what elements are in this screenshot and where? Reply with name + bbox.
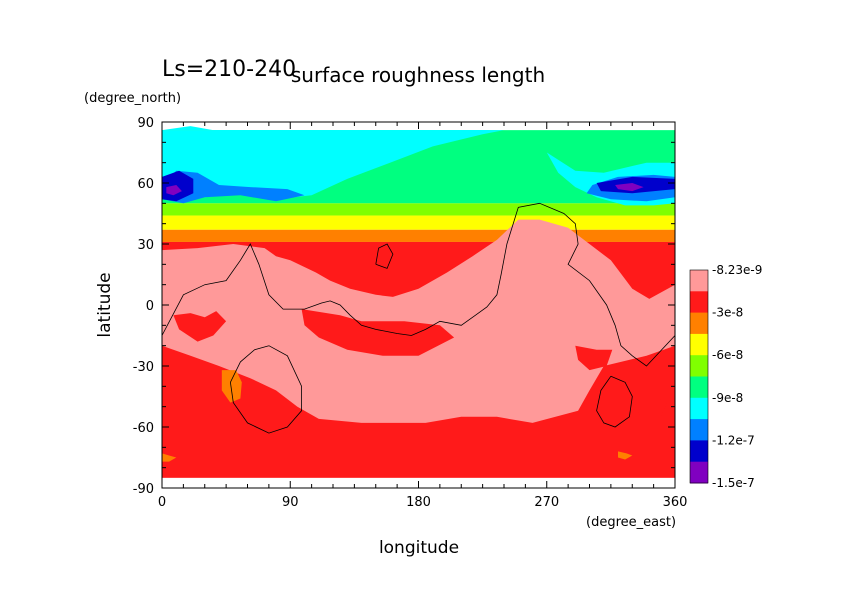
y-tick-label: 60 — [137, 177, 154, 192]
heatmap-region-9 — [162, 219, 675, 423]
y-tick-label: -60 — [133, 421, 154, 436]
heatmap-region-15 — [162, 453, 177, 462]
colorbar-swatch-5 — [690, 376, 708, 399]
heatmap-region-13 — [632, 396, 668, 417]
heatmap-region-7 — [166, 185, 182, 196]
heatmap-band-1 — [162, 203, 675, 216]
y-units-label: (degree_north) — [84, 91, 181, 106]
x-tick-label: 270 — [534, 495, 559, 510]
y-tick-label: 90 — [137, 116, 154, 131]
chart-title: surface roughness length — [291, 63, 545, 87]
coastline-contours — [162, 202, 675, 434]
colorbar-swatch-0 — [690, 270, 708, 292]
colorbar-swatch-7 — [690, 419, 708, 441]
y-tick-label: -30 — [133, 360, 154, 375]
colorbar-label: -8.23e-9 — [712, 263, 762, 277]
heatmap-region-16 — [618, 451, 633, 460]
colorbar-legend: -8.23e-9 -3e-8 -6e-8 -9e-8 -1.2e-7 -1.5e-7 — [689, 263, 762, 490]
y-tick-label: 30 — [137, 238, 154, 253]
x-tick-label: 0 — [158, 495, 166, 510]
heatmap-region-12 — [575, 345, 613, 371]
colorbar-label: -6e-8 — [712, 348, 743, 362]
heatmap-band-3 — [162, 229, 675, 242]
heatmap-region-3 — [162, 170, 305, 204]
contour-line-0 — [162, 202, 675, 367]
contour-line-3 — [596, 375, 633, 428]
heatmap-band-2 — [162, 215, 675, 230]
x-tick-label: 90 — [282, 495, 299, 510]
heatmap-region-10 — [173, 311, 227, 342]
colorbar-label: -1.2e-7 — [712, 433, 755, 447]
x-tick-label: 360 — [663, 495, 688, 510]
colorbar-label: -9e-8 — [712, 391, 743, 405]
chart-subtitle: Ls=210-240 — [162, 57, 296, 82]
heatmap-region-8 — [615, 183, 644, 192]
colorbar-swatch-9 — [690, 461, 708, 484]
colorbar-swatch-1 — [690, 291, 708, 314]
heatmap-fields — [162, 122, 675, 488]
x-axis-label: longitude — [379, 538, 459, 558]
y-axis-label: latitude — [95, 272, 115, 337]
colorbar-label: -3e-8 — [712, 306, 743, 320]
colorbar-swatch-3 — [690, 333, 708, 356]
colorbar-swatch-2 — [690, 312, 708, 335]
x-units-label: (degree_east) — [586, 515, 676, 530]
colorbar-label: -1.5e-7 — [712, 476, 755, 490]
heatmap-region-1 — [162, 130, 504, 200]
axis-ticks: 0 90 180 270 360 90 60 30 0 -30 -60 -90 — [133, 116, 688, 510]
y-tick-label: -90 — [133, 482, 154, 497]
colorbar-swatch-6 — [690, 397, 708, 420]
y-tick-label: 0 — [146, 299, 154, 314]
colorbar-swatch-4 — [690, 355, 708, 377]
x-tick-label: 180 — [406, 495, 431, 510]
colorbar-swatch-8 — [690, 440, 708, 463]
colorbar-frame — [689, 269, 709, 484]
heatmap-region-11 — [301, 309, 455, 356]
contour-line-1 — [375, 243, 394, 269]
contour-line-2 — [229, 345, 303, 434]
heatmap-region-14 — [221, 370, 242, 403]
